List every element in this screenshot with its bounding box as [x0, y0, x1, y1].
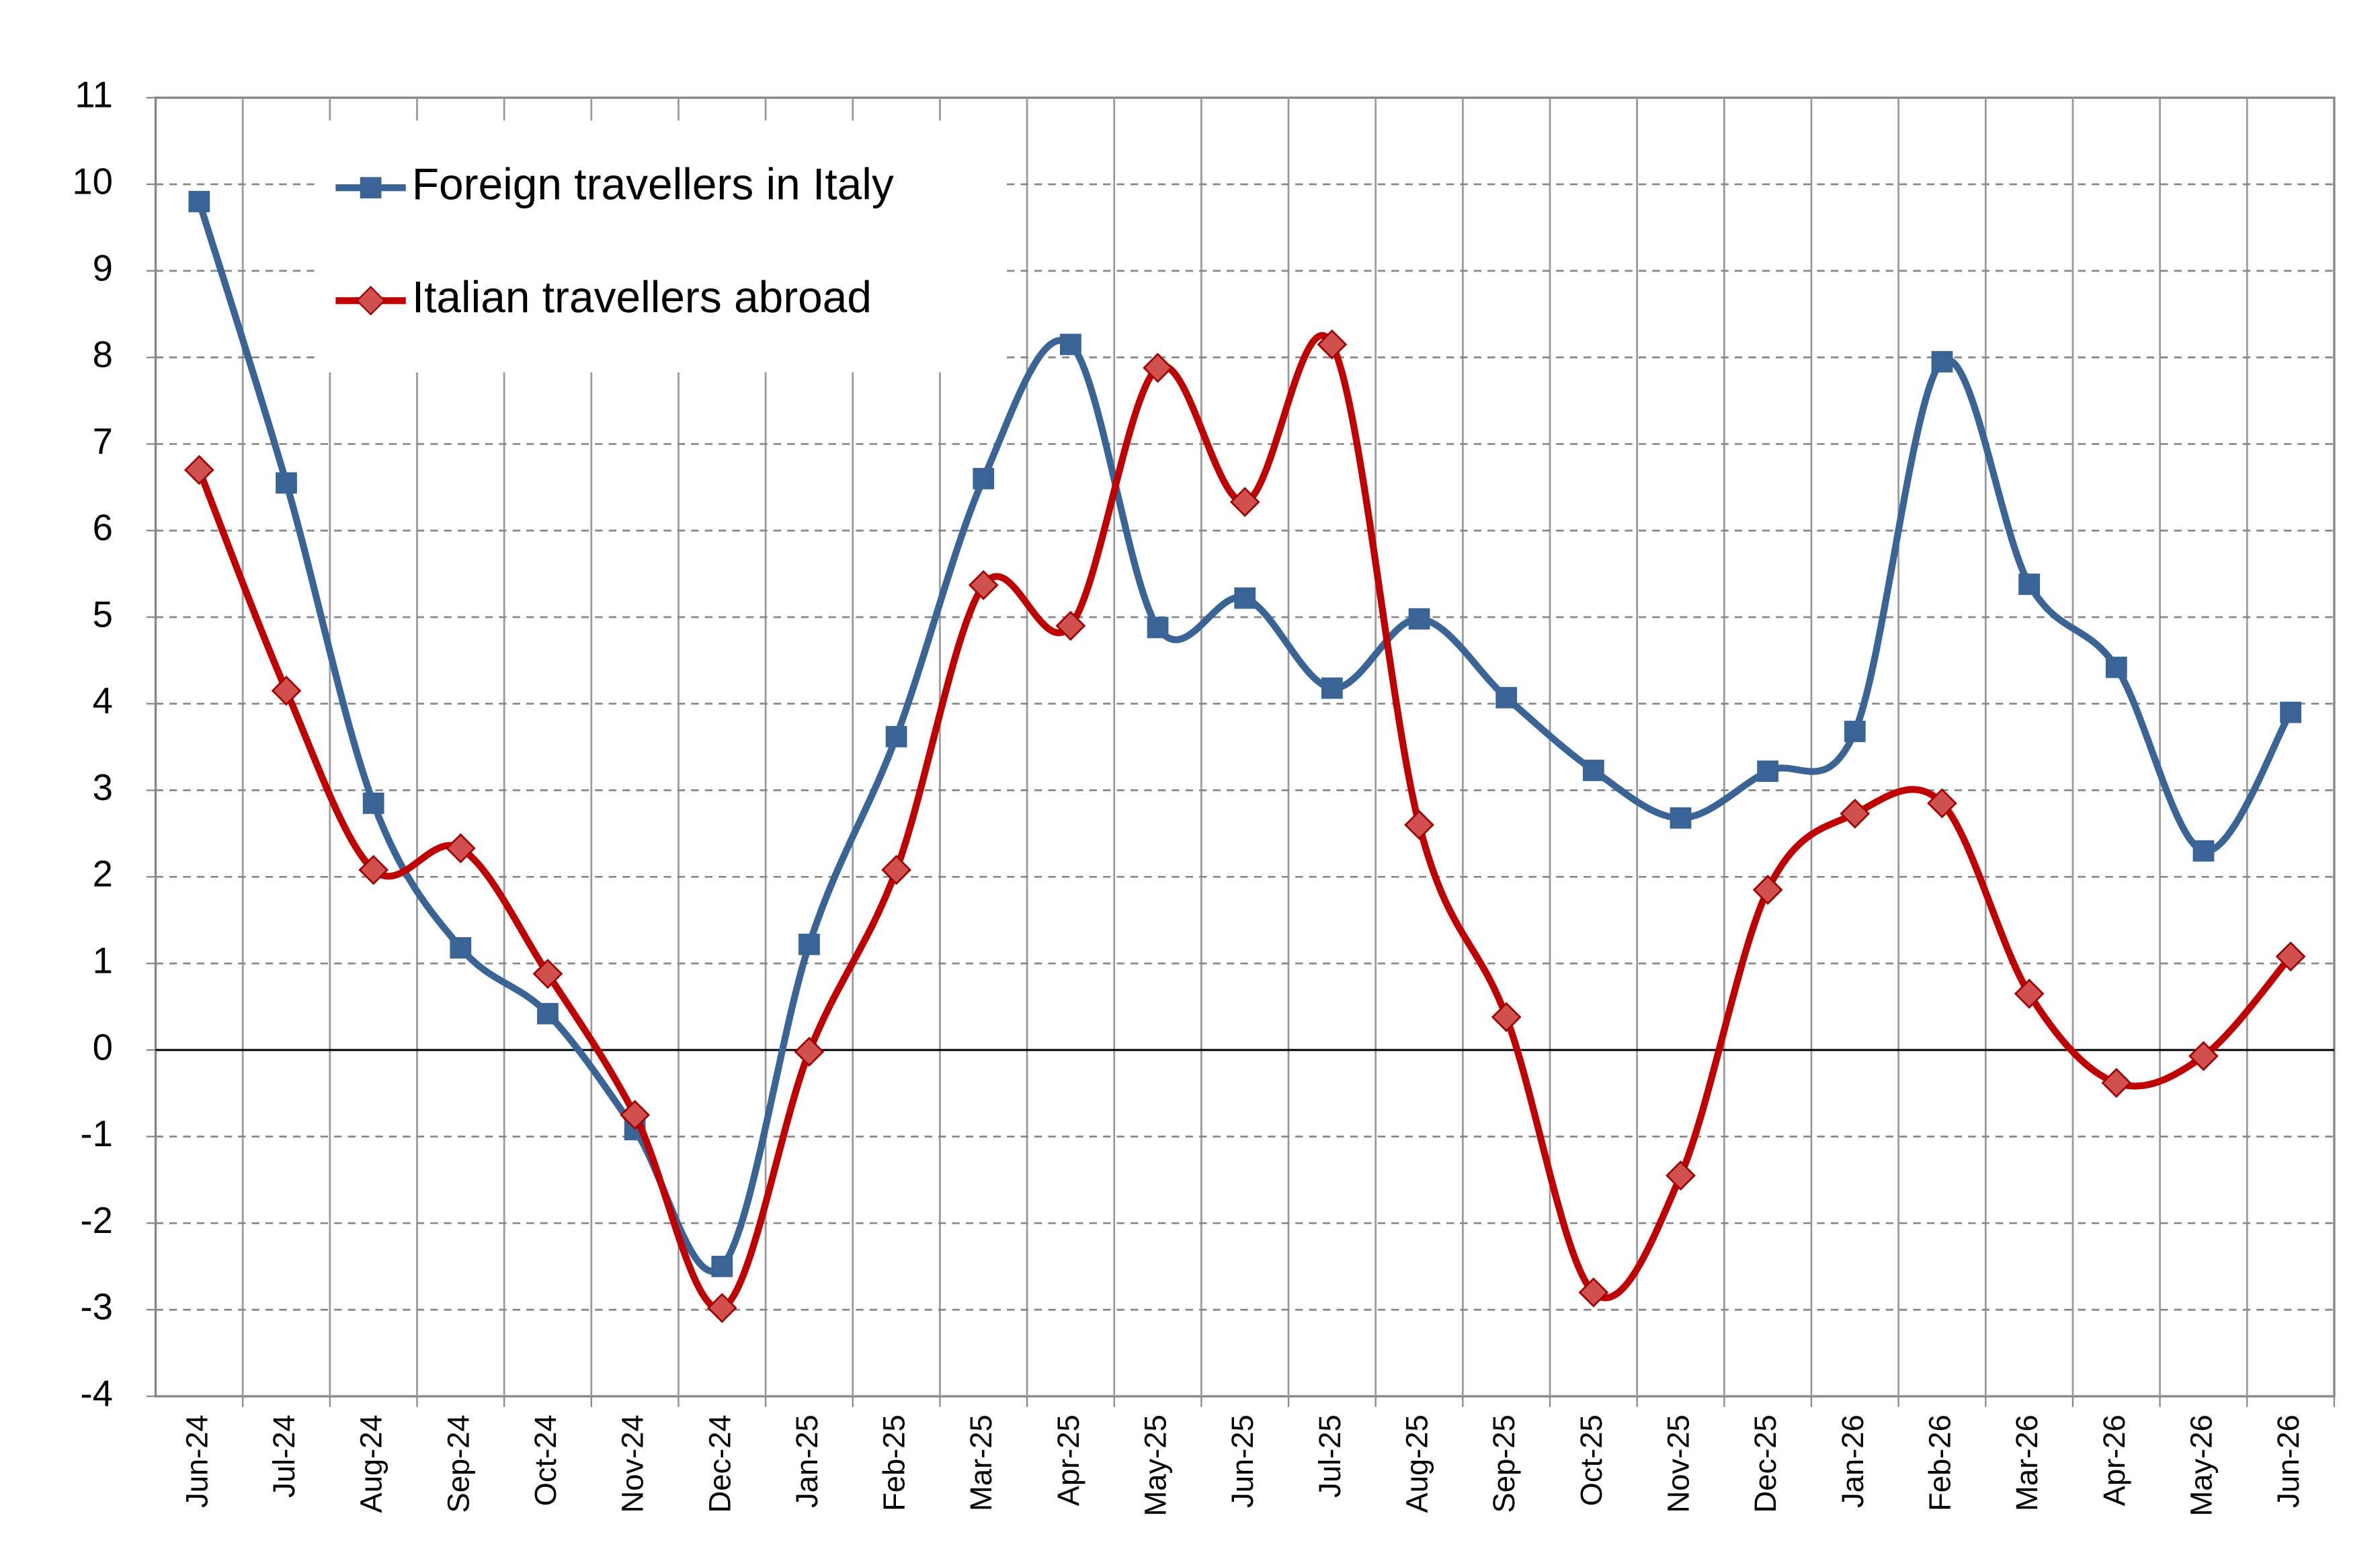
marker [1321, 677, 1343, 699]
marker [1582, 760, 1604, 781]
x-tick-label: Apr-26 [2097, 1414, 2131, 1506]
marker [271, 676, 302, 706]
marker [1404, 809, 1434, 840]
y-tick-label: -4 [81, 1373, 113, 1414]
x-tick-label: Aug-25 [1400, 1414, 1434, 1513]
y-tick-label: -3 [81, 1287, 113, 1328]
marker [1666, 1160, 1696, 1191]
marker [1840, 798, 1871, 829]
y-tick-label: 0 [93, 1027, 113, 1068]
y-tick-label: 8 [93, 334, 113, 375]
y-tick-label: 1 [93, 940, 113, 981]
y-tick-label: 2 [93, 854, 113, 895]
marker [1495, 686, 1518, 709]
y-tick-label: 4 [93, 680, 113, 721]
y-tick-label: 7 [93, 421, 113, 462]
marker [881, 854, 911, 885]
marker [537, 1002, 559, 1025]
marker [968, 569, 999, 600]
marker [2101, 1068, 2132, 1098]
marker [1757, 760, 1779, 783]
marker [358, 854, 389, 885]
marker [1408, 608, 1430, 630]
x-tick-label: Sep-24 [441, 1414, 475, 1513]
y-tick-label: -2 [81, 1200, 113, 1241]
x-tick-label: Jul-25 [1313, 1414, 1347, 1498]
y-tick-label: -1 [81, 1113, 113, 1154]
marker [1229, 487, 1260, 518]
y-tick-label: 5 [93, 594, 113, 635]
y-tick-label: 9 [93, 247, 113, 288]
marker [2192, 840, 2215, 862]
marker [711, 1255, 733, 1277]
legend-marker [356, 286, 386, 316]
marker [885, 725, 907, 748]
marker [2018, 573, 2040, 595]
legend-marker [360, 177, 382, 199]
marker [1317, 329, 1348, 360]
marker [445, 833, 476, 864]
marker [2280, 701, 2301, 723]
legend-label: Italian travellers abroad [412, 272, 872, 322]
x-tick-label: Jul-24 [267, 1414, 301, 1498]
marker [1147, 616, 1169, 639]
marker [362, 792, 384, 814]
marker [1055, 610, 1086, 641]
x-tick-label: Oct-25 [1574, 1414, 1608, 1506]
marker [2014, 978, 2045, 1009]
x-tick-label: Dec-25 [1748, 1414, 1782, 1513]
x-tick-label: Aug-24 [354, 1414, 388, 1513]
marker [1143, 352, 1173, 383]
marker [1927, 788, 1957, 819]
x-tick-label: May-26 [2184, 1414, 2218, 1516]
marker [620, 1100, 650, 1130]
marker [1752, 875, 1783, 905]
y-tick-label: 10 [72, 161, 113, 202]
x-tick-label: Oct-24 [528, 1414, 563, 1506]
marker [973, 468, 995, 489]
marker [1060, 333, 1081, 356]
marker [1491, 1002, 1522, 1033]
legend-label: Foreign travellers in Italy [412, 159, 894, 209]
y-tick-label: 6 [93, 508, 113, 549]
x-tick-label: Nov-25 [1661, 1414, 1695, 1513]
x-tick-label: Jun-26 [2271, 1414, 2305, 1508]
x-tick-label: Jun-25 [1225, 1414, 1260, 1508]
marker [706, 1293, 737, 1323]
marker [188, 190, 210, 212]
marker [183, 454, 214, 485]
marker [2188, 1041, 2219, 1072]
y-tick-label: 3 [93, 767, 113, 808]
x-tick-label: May-25 [1139, 1414, 1173, 1516]
marker [794, 1037, 825, 1067]
marker [1670, 807, 1692, 829]
x-tick-label: Sep-25 [1487, 1414, 1521, 1513]
x-tick-label: Mar-25 [964, 1414, 998, 1511]
x-tick-label: Jan-26 [1836, 1414, 1870, 1508]
x-tick-label: Jun-24 [179, 1414, 214, 1508]
x-tick-label: Mar-26 [2010, 1414, 2044, 1511]
marker [1234, 587, 1256, 609]
x-tick-label: Feb-25 [877, 1414, 911, 1511]
x-tick-label: Dec-24 [702, 1414, 737, 1513]
x-tick-label: Feb-26 [1922, 1414, 1957, 1511]
marker [276, 472, 297, 494]
marker [798, 933, 820, 955]
marker [1844, 721, 1866, 742]
x-tick-label: Jan-25 [790, 1414, 824, 1508]
marker [532, 959, 563, 989]
marker [2105, 656, 2127, 678]
marker [2275, 941, 2306, 972]
marker [1931, 351, 1953, 372]
x-tick-label: Nov-24 [616, 1414, 650, 1513]
y-tick-label: 11 [75, 75, 113, 116]
marker [1578, 1277, 1609, 1308]
marker [450, 937, 472, 959]
legend-box [317, 120, 1004, 372]
x-tick-label: Apr-25 [1051, 1414, 1085, 1506]
